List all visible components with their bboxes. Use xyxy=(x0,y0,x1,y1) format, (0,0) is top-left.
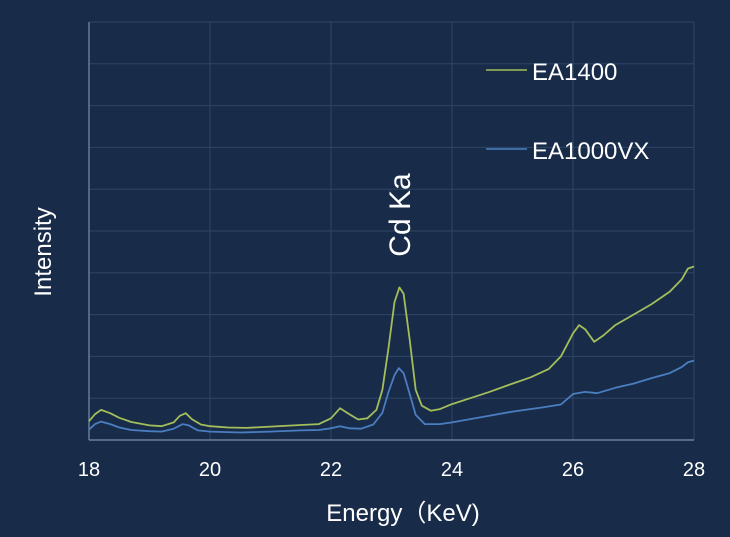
x-tick-label: 20 xyxy=(199,459,221,481)
x-tick-label: 18 xyxy=(78,459,100,481)
chart-axes xyxy=(88,22,694,441)
x-tick-label: 26 xyxy=(562,459,584,481)
y-axis-title: Intensity xyxy=(30,207,57,296)
series-line-ea1400 xyxy=(88,265,695,429)
legend-label-ea1000vx: EA1000VX xyxy=(532,138,649,165)
x-tick-label: 28 xyxy=(683,459,705,481)
chart-legend: EA1400 EA1000VX xyxy=(486,59,649,165)
peak-annotation-cd-ka: Cd Ka xyxy=(384,173,417,257)
chart-series-group xyxy=(88,265,695,434)
x-tick-label: 24 xyxy=(441,459,463,481)
x-tick-labels: 18 20 22 24 26 28 xyxy=(78,459,705,481)
x-tick-label: 22 xyxy=(320,459,342,481)
x-axis-title: Energy（KeV) xyxy=(326,500,479,527)
series-line-ea1000vx xyxy=(88,359,695,434)
legend-label-ea1400: EA1400 xyxy=(532,59,617,86)
